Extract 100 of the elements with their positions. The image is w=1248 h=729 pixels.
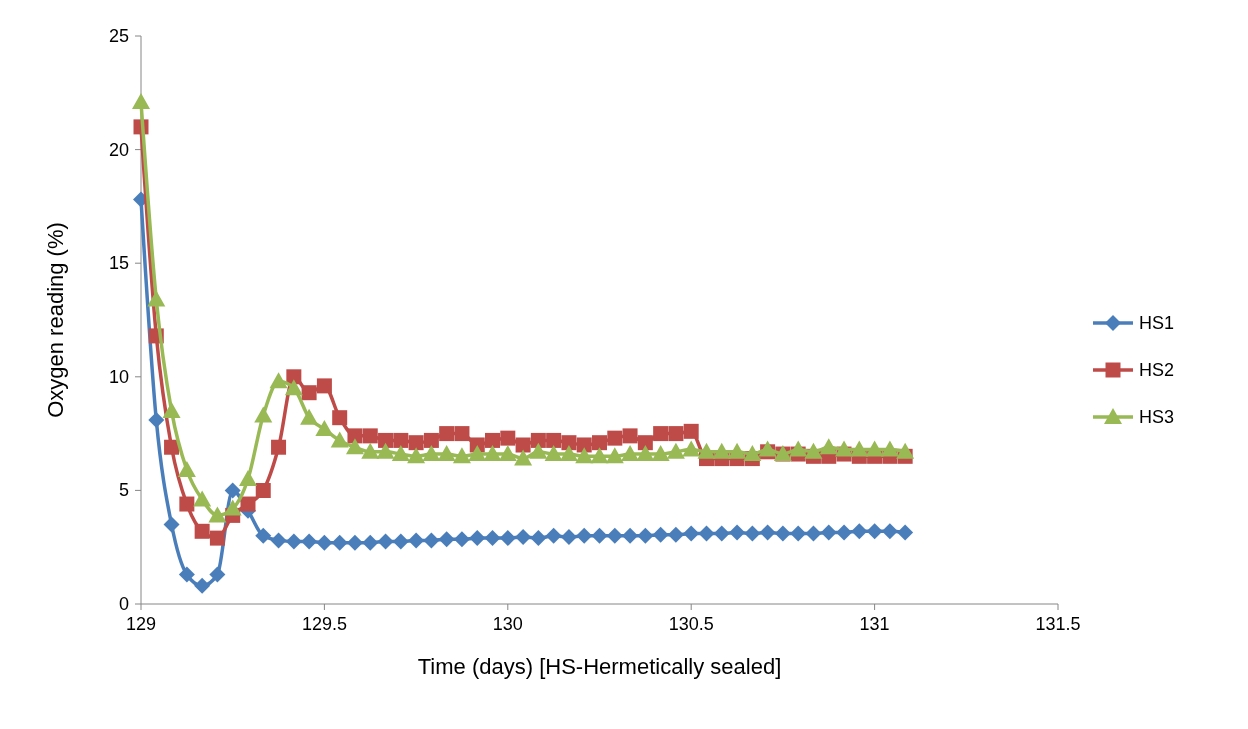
point — [163, 516, 180, 533]
x-axis-title: Time (days) [HS-Hermetically sealed] — [417, 654, 782, 679]
point — [866, 523, 883, 540]
point — [164, 439, 180, 455]
point — [269, 372, 288, 389]
point — [224, 482, 241, 499]
point — [240, 496, 256, 512]
point — [255, 482, 271, 498]
point — [790, 525, 807, 542]
point — [545, 527, 562, 544]
point — [362, 428, 378, 444]
point — [407, 447, 426, 464]
point — [332, 410, 348, 426]
point — [590, 447, 609, 464]
point — [468, 445, 487, 462]
point — [514, 449, 533, 466]
point — [546, 432, 562, 448]
x-tick-label: 129.5 — [301, 614, 347, 634]
point — [881, 523, 898, 540]
point — [301, 533, 318, 550]
point — [713, 525, 730, 542]
point — [194, 577, 211, 594]
legend-label: HS3 — [1139, 407, 1175, 427]
x-tick-label: 129 — [125, 614, 157, 634]
point — [835, 440, 854, 457]
point — [439, 426, 455, 442]
point — [682, 440, 701, 457]
point — [469, 530, 486, 547]
point — [850, 440, 869, 457]
point — [484, 530, 501, 547]
point — [362, 534, 379, 551]
legend-label: HS1 — [1139, 313, 1175, 333]
point — [391, 445, 410, 462]
point — [254, 406, 273, 423]
point — [347, 428, 363, 444]
point — [622, 527, 639, 544]
point — [743, 445, 762, 462]
point — [194, 523, 210, 539]
point — [591, 527, 608, 544]
y-tick-label: 15 — [108, 253, 129, 274]
y-axis-title: Oxygen reading (%) — [43, 222, 68, 418]
point — [851, 523, 868, 540]
point — [529, 442, 548, 459]
point — [575, 447, 594, 464]
point — [653, 426, 669, 442]
point — [637, 527, 654, 544]
point — [576, 437, 592, 453]
point — [408, 435, 424, 451]
point — [285, 533, 302, 550]
point — [804, 442, 823, 459]
point — [683, 423, 699, 439]
point — [668, 426, 684, 442]
point — [301, 385, 317, 401]
point — [805, 525, 822, 542]
point — [178, 566, 195, 583]
point — [483, 445, 502, 462]
point — [544, 445, 563, 462]
point — [271, 439, 287, 455]
point — [530, 432, 546, 448]
point — [346, 534, 363, 551]
point — [179, 496, 195, 512]
point — [651, 445, 670, 462]
x-tick-label: 131.5 — [1035, 614, 1081, 634]
point — [865, 440, 884, 457]
point — [607, 430, 623, 446]
point — [330, 431, 349, 448]
point — [896, 442, 915, 459]
y-tick-label: 20 — [108, 139, 129, 160]
point — [177, 460, 196, 477]
point — [270, 532, 287, 549]
point — [284, 379, 303, 396]
x-tick-label: 130.5 — [668, 614, 714, 634]
point — [286, 369, 302, 385]
point — [836, 524, 853, 541]
point — [208, 506, 227, 523]
point — [605, 447, 624, 464]
point — [712, 442, 731, 459]
point — [147, 290, 166, 307]
point — [515, 437, 531, 453]
point — [408, 532, 425, 549]
point — [331, 534, 348, 551]
point — [315, 420, 334, 437]
point — [316, 534, 333, 551]
point — [820, 524, 837, 541]
point — [728, 442, 747, 459]
point — [636, 445, 655, 462]
point — [223, 499, 242, 516]
point — [621, 445, 640, 462]
point — [759, 524, 776, 541]
point — [377, 533, 394, 550]
point — [499, 530, 516, 547]
point — [667, 526, 684, 543]
point — [376, 442, 395, 459]
point — [437, 445, 456, 462]
point — [683, 525, 700, 542]
point — [561, 435, 577, 451]
point — [622, 428, 638, 444]
point — [637, 435, 653, 451]
point — [758, 440, 777, 457]
point — [345, 438, 364, 455]
